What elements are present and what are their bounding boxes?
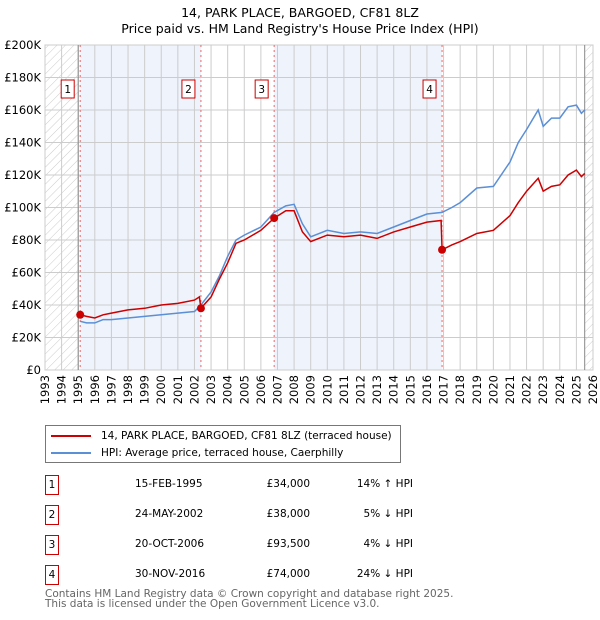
x-tick-label: 2023: [536, 375, 550, 404]
footer-license: This data is licensed under the Open Gov…: [45, 598, 380, 610]
sale-hpi-diff: 14% ↑ HPI: [356, 478, 413, 490]
y-tick-label: £0: [26, 363, 41, 377]
x-tick-label: 1994: [55, 375, 69, 404]
x-tick-label: 2005: [237, 375, 251, 404]
sale-price: £74,000: [266, 568, 310, 580]
sale-hpi-diff: 24% ↓ HPI: [356, 568, 413, 580]
x-tick-label: 2022: [520, 375, 534, 404]
sale-date: 15-FEB-1995: [135, 478, 203, 490]
x-tick-label: 2004: [221, 375, 235, 404]
x-tick-label: 2026: [586, 375, 600, 404]
x-tick-label: 2008: [287, 375, 301, 404]
x-tick-label: 2017: [437, 375, 451, 404]
x-tick-label: 2021: [503, 375, 517, 404]
legend-label-hpi: HPI: Average price, terraced house, Caer…: [101, 447, 344, 459]
y-tick-label: £20K: [12, 331, 42, 345]
footer-copyright: Contains HM Land Registry data © Crown c…: [45, 588, 454, 600]
x-tick-label: 2012: [354, 375, 368, 404]
sale-marker-label: 3: [258, 84, 265, 96]
transaction-row: 3 20-OCT-2006 £93,500 4% ↓ HPI: [45, 535, 415, 555]
sale-marker-box: [181, 79, 196, 99]
x-tick-label: 1995: [71, 375, 85, 404]
x-tick-label: 2000: [154, 375, 168, 404]
y-tick-label: £80K: [12, 233, 42, 247]
x-tick-label: 1998: [121, 375, 135, 404]
x-tick-label: 2007: [270, 375, 284, 404]
x-tick-label: 2011: [337, 375, 351, 404]
legend-swatch-hpi: [51, 452, 91, 454]
y-tick-label: £40K: [12, 298, 42, 312]
sale-marker: 1: [45, 475, 59, 495]
x-tick-label: 2025: [569, 375, 583, 404]
x-tick-label: 2010: [320, 375, 334, 404]
legend-label-property: 14, PARK PLACE, BARGOED, CF81 8LZ (terra…: [101, 430, 392, 442]
sale-marker-label: 1: [64, 84, 71, 96]
sale-marker-label: 4: [426, 84, 433, 96]
transaction-row: 2 24-MAY-2002 £38,000 5% ↓ HPI: [45, 505, 415, 525]
sale-marker: 2: [45, 505, 59, 525]
x-tick-label: 2015: [403, 375, 417, 404]
y-tick-label: £120K: [4, 168, 41, 182]
transaction-row: 1 15-FEB-1995 £34,000 14% ↑ HPI: [45, 475, 415, 495]
chart-title: 14, PARK PLACE, BARGOED, CF81 8LZ: [181, 5, 419, 20]
x-tick-label: 2009: [304, 375, 318, 404]
property-price-line: [80, 169, 586, 319]
sale-price: £38,000: [266, 508, 310, 520]
sale-date: 20-OCT-2006: [135, 538, 204, 550]
x-tick-label: 2019: [470, 375, 484, 404]
x-tick-label: 1996: [88, 375, 102, 404]
y-tick-label: £140K: [4, 136, 41, 150]
sale-price: £93,500: [266, 538, 310, 550]
y-tick-label: £200K: [4, 38, 41, 52]
x-tick-label: 2006: [254, 375, 268, 404]
x-tick-label: 2020: [486, 375, 500, 404]
x-tick-label: 2014: [387, 375, 401, 404]
x-tick-label: 2002: [187, 375, 201, 404]
transaction-row: 4 30-NOV-2016 £74,000 24% ↓ HPI: [45, 565, 415, 585]
sale-marker-box: [60, 79, 75, 99]
sale-marker-label: 2: [185, 84, 192, 96]
sale-marker: 4: [45, 565, 59, 585]
sale-marker: 3: [45, 535, 59, 555]
x-tick-label: 2013: [370, 375, 384, 404]
x-tick-label: 1997: [104, 375, 118, 404]
x-tick-label: 2003: [204, 375, 218, 404]
sale-marker-box: [422, 79, 437, 99]
x-tick-label: 2016: [420, 375, 434, 404]
sale-price: £34,000: [266, 478, 310, 490]
sale-hpi-diff: 4% ↓ HPI: [363, 538, 413, 550]
sale-point: [270, 214, 279, 223]
sale-date: 30-NOV-2016: [135, 568, 206, 580]
sale-hpi-diff: 5% ↓ HPI: [363, 508, 413, 520]
x-tick-label: 2018: [453, 375, 467, 404]
x-tick-label: 1999: [138, 375, 152, 404]
sale-marker-box: [254, 79, 269, 99]
x-tick-label: 2001: [171, 375, 185, 404]
hpi-line: [80, 104, 586, 324]
x-tick-label: 2024: [553, 375, 567, 404]
y-tick-label: £60K: [12, 266, 42, 280]
legend: 14, PARK PLACE, BARGOED, CF81 8LZ (terra…: [45, 425, 401, 463]
footer: Contains HM Land Registry data © Crown c…: [45, 588, 454, 610]
y-tick-label: £160K: [4, 103, 41, 117]
price-chart: 1993 1994 1995 1996 1997 1998 1999 2000 2001 2002…: [4, 38, 600, 404]
sale-date: 24-MAY-2002: [135, 508, 204, 520]
y-tick-label: £100K: [4, 201, 41, 215]
legend-swatch-property: [51, 435, 91, 437]
sale-point: [196, 304, 205, 313]
sale-point: [438, 245, 447, 254]
x-tick-label: 1993: [38, 375, 52, 404]
chart-subtitle: Price paid vs. HM Land Registry's House …: [121, 21, 479, 36]
plot-border: [44, 44, 594, 371]
y-tick-label: £180K: [4, 71, 41, 85]
sale-point: [76, 310, 85, 319]
